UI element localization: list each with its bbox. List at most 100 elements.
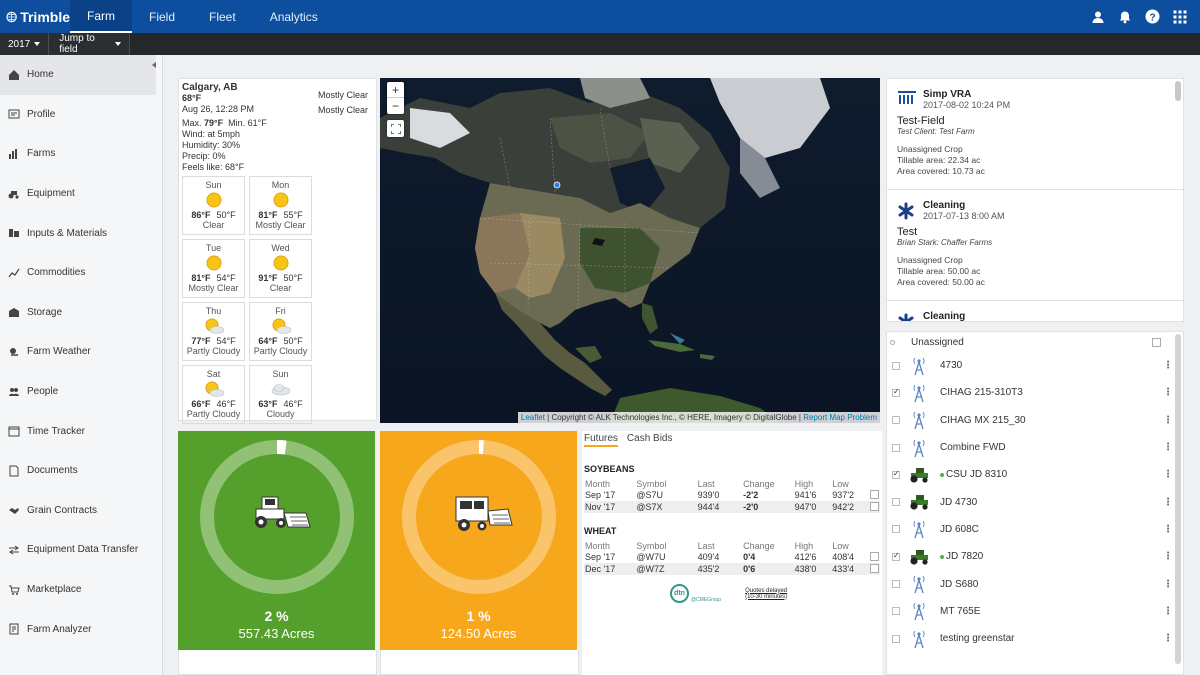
tab-futures[interactable]: Futures — [584, 433, 618, 447]
fullscreen-button[interactable] — [387, 120, 404, 137]
help-icon[interactable]: ? — [1145, 9, 1160, 24]
equipment-checkbox[interactable] — [892, 551, 900, 561]
sidebar-item-home[interactable]: Home — [0, 55, 156, 95]
equipment-row[interactable]: CIHAG 215-310T3 ⋮ — [887, 379, 1183, 406]
chart-icon — [7, 267, 21, 279]
trimble-logo[interactable]: Trimble — [6, 9, 70, 25]
more-options-icon[interactable]: ⋮ — [1163, 551, 1173, 563]
activity-scrollbar[interactable] — [1175, 81, 1181, 101]
farm-field-shape[interactable] — [592, 238, 605, 246]
more-options-icon[interactable]: ⋮ — [1163, 469, 1173, 481]
equipment-checkbox[interactable] — [892, 387, 900, 397]
sidebar-item-inputs-materials[interactable]: Inputs & Materials — [0, 213, 162, 253]
equipment-row[interactable]: MT 765E ⋮ — [887, 598, 1183, 625]
sidebar-item-storage[interactable]: Storage — [0, 293, 162, 333]
futures-row[interactable]: Dec '17 @W7Z 435'2 0'6 438'0 433'4 — [584, 563, 880, 575]
equipment-checkbox[interactable] — [892, 443, 900, 452]
equipment-checkbox[interactable] — [892, 580, 900, 589]
sidebar-item-grain-contracts[interactable]: Grain Contracts — [0, 491, 162, 531]
equipment-checkbox[interactable] — [892, 498, 900, 507]
year-dropdown[interactable]: 2017 — [0, 33, 50, 55]
planting-progress-gauge[interactable]: 1 % 124.50 Acres — [380, 431, 577, 650]
zoom-out-button[interactable]: − — [391, 99, 399, 113]
inputs-icon — [7, 227, 21, 239]
sidebar-item-time-tracker[interactable]: Time Tracker — [0, 411, 162, 451]
activity-feed: Simp VRA 2017-08-02 10:24 PM Test-Field Tes… — [886, 78, 1184, 322]
harvest-progress-gauge[interactable]: 2 % 557.43 Acres — [178, 431, 375, 650]
jump-to-field-dropdown[interactable]: Jump to field — [49, 33, 130, 55]
sidebar-item-farms[interactable]: Farms — [0, 134, 162, 174]
delay-line-1: Quotes delayed — [745, 587, 788, 594]
more-options-icon[interactable]: ⋮ — [1163, 360, 1173, 372]
more-options-icon[interactable]: ⋮ — [1163, 578, 1173, 590]
equipment-checkbox[interactable] — [892, 525, 900, 534]
select-all-checkbox[interactable] — [1152, 337, 1161, 347]
collapse-sidebar-icon[interactable] — [152, 62, 156, 68]
activity-card[interactable]: Cleaning 2017-07-13 8:00 AM Test Brian Star… — [887, 190, 1183, 301]
futures-chart-icon[interactable] — [869, 501, 879, 511]
gauge-footer — [380, 650, 579, 675]
equipment-row[interactable]: CSU JD 8310 ⋮ — [887, 461, 1183, 488]
futures-row[interactable]: Sep '17 @S7U 939'0 -2'2 941'6 937'2 — [584, 489, 880, 501]
nav-analytics[interactable]: Analytics — [269, 9, 318, 24]
leaflet-link[interactable]: Leaflet — [520, 413, 545, 422]
sidebar-item-farm-analyzer[interactable]: Farm Analyzer — [0, 609, 162, 649]
farm-map[interactable]: + − Leaflet | Copyright © ALK Technologi… — [380, 78, 880, 423]
futures-table: Month Symbol Last Change High Low Sep '17 @S7U 9… — [584, 478, 880, 513]
equipment-row[interactable]: 4730 ⋮ — [887, 352, 1183, 379]
bell-icon[interactable] — [1118, 10, 1132, 24]
futures-chart-icon[interactable] — [869, 551, 879, 561]
equipment-row[interactable]: JD 608C ⋮ — [887, 516, 1183, 543]
more-options-icon[interactable]: ⋮ — [1163, 442, 1173, 454]
satellite-map[interactable] — [380, 78, 880, 423]
nav-fleet[interactable]: Fleet — [209, 9, 236, 24]
nav-field[interactable]: Field — [149, 9, 176, 24]
futures-row[interactable]: Nov '17 @S7X 944'4 -2'0 947'0 942'2 — [584, 501, 880, 513]
nav-farm[interactable]: Farm — [70, 0, 132, 33]
more-options-icon[interactable]: ⋮ — [1163, 414, 1173, 426]
equipment-checkbox[interactable] — [892, 416, 900, 425]
user-icon[interactable] — [1091, 10, 1105, 24]
farm-marker[interactable] — [553, 181, 561, 189]
more-options-icon[interactable]: ⋮ — [1163, 523, 1173, 535]
tab-cash-bids[interactable]: Cash Bids — [626, 433, 673, 444]
futures-chart-icon[interactable] — [869, 489, 879, 499]
futures-row[interactable]: Sep '17 @W7U 409'4 0'4 412'6 408'4 — [584, 551, 880, 563]
equipment-checkbox[interactable] — [892, 469, 900, 479]
equipment-row[interactable]: JD S680 ⋮ — [887, 570, 1183, 597]
sidebar-item-profile[interactable]: Profile — [0, 95, 162, 135]
equipment-row[interactable]: CIHAG MX 215_30 ⋮ — [887, 407, 1183, 434]
sidebar-item-equipment-data-transfer[interactable]: Equipment Data Transfer — [0, 530, 162, 570]
equipment-checkbox[interactable] — [892, 361, 900, 370]
activity-card[interactable]: Simp VRA 2017-08-02 10:24 PM Test-Field Tes… — [887, 79, 1183, 190]
more-options-icon[interactable]: ⋮ — [1163, 387, 1173, 399]
futures-section-title: SOYBEANS — [584, 464, 635, 474]
more-options-icon[interactable]: ⋮ — [1163, 496, 1173, 508]
more-options-icon[interactable]: ⋮ — [1163, 605, 1173, 617]
equipment-row[interactable]: JD 4730 ⋮ — [887, 488, 1183, 515]
equipment-scrollbar[interactable] — [1175, 334, 1181, 664]
sidebar-item-commodities[interactable]: Commodities — [0, 253, 162, 293]
sidebar-item-documents[interactable]: Documents — [0, 451, 162, 491]
sidebar-item-farm-weather[interactable]: Farm Weather — [0, 332, 162, 372]
equipment-row[interactable]: testing greenstar ⋮ — [887, 625, 1183, 652]
zoom-in-button[interactable]: + — [387, 82, 404, 98]
subbar-background — [130, 33, 1200, 55]
equipment-row[interactable]: Combine FWD ⋮ — [887, 434, 1183, 461]
forecast-day-name: Wed — [271, 243, 290, 253]
activity-covered: Area covered: 10.73 ac — [897, 166, 985, 176]
sidebar-item-people[interactable]: People — [0, 372, 162, 412]
apps-grid-icon[interactable] — [1173, 10, 1187, 24]
equipment-name-text: JD 608C — [940, 523, 979, 535]
equipment-row[interactable]: JD 7820 ⋮ — [887, 543, 1183, 570]
document-icon — [7, 465, 21, 477]
equipment-checkbox[interactable] — [892, 607, 900, 616]
sidebar-item-marketplace[interactable]: Marketplace — [0, 570, 162, 610]
more-options-icon[interactable]: ⋮ — [1163, 633, 1173, 645]
futures-chart-icon[interactable] — [869, 563, 879, 573]
radio-icon[interactable] — [890, 339, 895, 345]
sidebar-item-equipment[interactable]: Equipment — [0, 174, 162, 214]
equipment-checkbox[interactable] — [892, 634, 900, 643]
report-map-problem-link[interactable]: Report Map Problem — [803, 413, 877, 422]
